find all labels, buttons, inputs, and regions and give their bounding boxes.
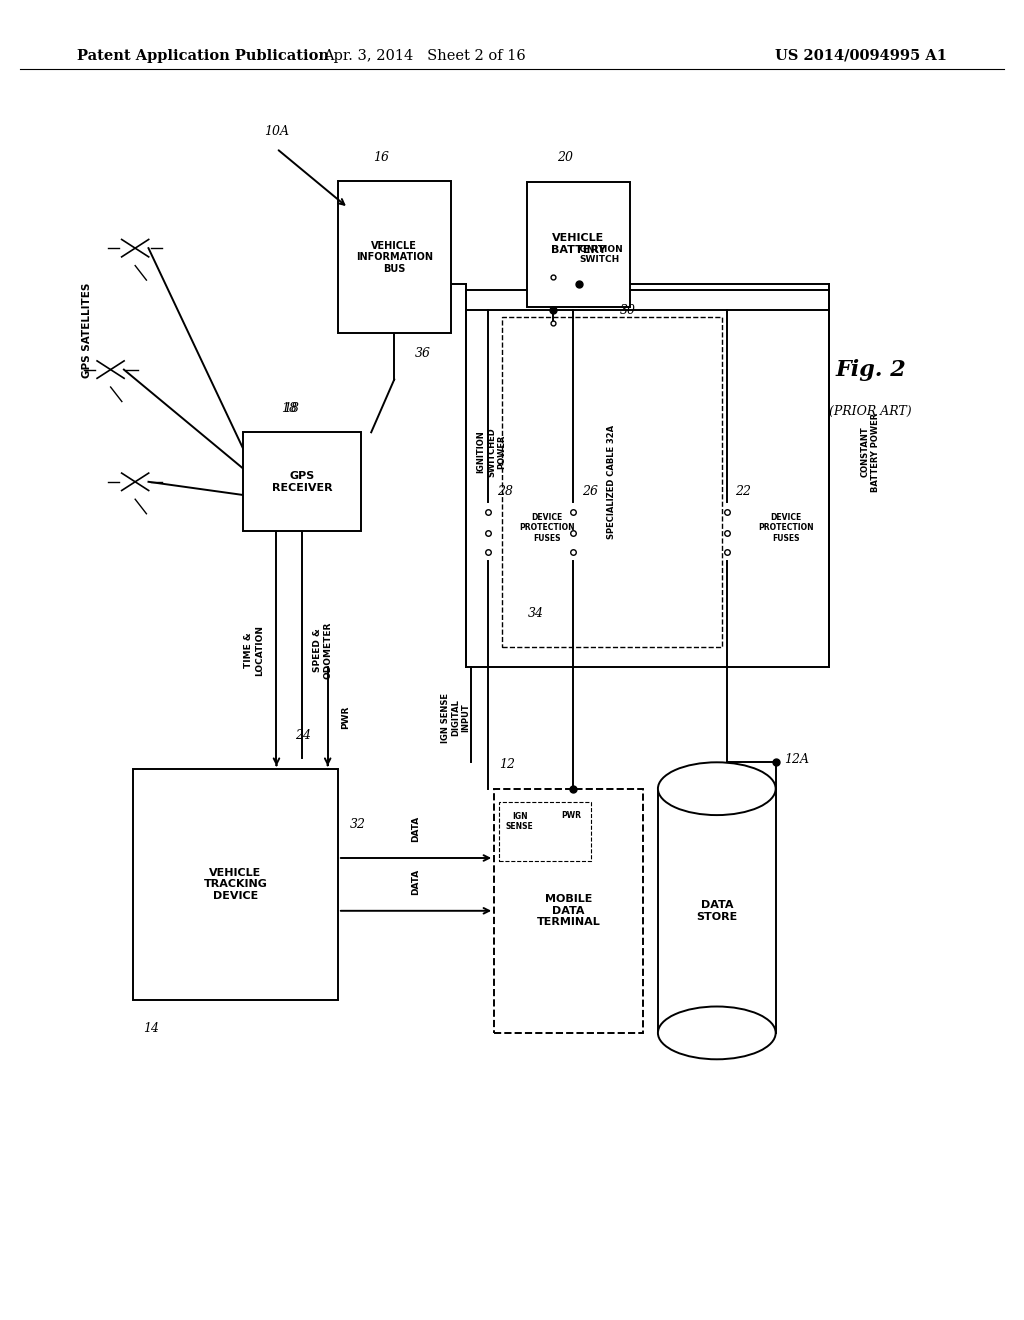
Text: IGNITION
SWITCH: IGNITION SWITCH: [575, 246, 623, 264]
Text: 36: 36: [415, 347, 431, 359]
Text: IGN SENSE
DIGITAL
INPUT: IGN SENSE DIGITAL INPUT: [440, 693, 471, 743]
Text: DATA: DATA: [412, 869, 421, 895]
Text: (PRIOR ART): (PRIOR ART): [829, 405, 911, 418]
Text: GPS
RECEIVER: GPS RECEIVER: [271, 471, 333, 492]
Text: 16: 16: [373, 152, 389, 164]
Bar: [133, 768, 338, 1001]
Text: MOBILE
DATA
TERMINAL: MOBILE DATA TERMINAL: [537, 894, 600, 928]
Text: DEVICE
PROTECTION
FUSES: DEVICE PROTECTION FUSES: [519, 513, 574, 543]
Text: VEHICLE
INFORMATION
BUS: VEHICLE INFORMATION BUS: [355, 240, 433, 275]
Text: 20: 20: [557, 152, 573, 164]
Text: 12: 12: [500, 759, 515, 771]
Text: DATA
STORE: DATA STORE: [696, 900, 737, 921]
Text: 28: 28: [497, 484, 513, 498]
Text: 14: 14: [143, 1023, 160, 1035]
Text: TIME &
LOCATION: TIME & LOCATION: [245, 624, 263, 676]
Text: 10A: 10A: [264, 125, 289, 137]
Bar: [527, 182, 630, 308]
Text: 12A: 12A: [784, 754, 809, 766]
Text: PWR: PWR: [561, 810, 581, 820]
Text: 18: 18: [283, 403, 299, 414]
Text: 34: 34: [527, 607, 544, 620]
Text: SPECIALIZED CABLE 32A: SPECIALIZED CABLE 32A: [607, 425, 616, 539]
Bar: [500, 803, 592, 862]
Text: 32: 32: [350, 818, 367, 832]
Text: GPS SATELLITES: GPS SATELLITES: [82, 282, 92, 378]
Bar: [495, 789, 643, 1032]
Bar: [338, 181, 451, 333]
Text: 18: 18: [281, 403, 297, 414]
Text: DATA: DATA: [412, 816, 421, 842]
Text: VEHICLE
BATTERY: VEHICLE BATTERY: [551, 234, 606, 255]
Text: VEHICLE
TRACKING
DEVICE: VEHICLE TRACKING DEVICE: [204, 867, 267, 902]
Text: DEVICE
PROTECTION
FUSES: DEVICE PROTECTION FUSES: [758, 513, 813, 543]
Ellipse shape: [657, 1006, 776, 1059]
Text: US 2014/0094995 A1: US 2014/0094995 A1: [775, 49, 947, 63]
Bar: [466, 290, 829, 667]
Text: CONSTANT
BATTERY POWER: CONSTANT BATTERY POWER: [861, 412, 880, 492]
Text: SPEED &
ODOMETER: SPEED & ODOMETER: [313, 622, 332, 678]
Text: IGNITION
SWITCHED
POWER: IGNITION SWITCHED POWER: [476, 428, 507, 477]
Text: 30: 30: [620, 304, 636, 317]
Bar: [244, 433, 360, 531]
Ellipse shape: [657, 763, 776, 814]
Text: 22: 22: [735, 484, 752, 498]
Text: IGN
SENSE: IGN SENSE: [506, 812, 534, 832]
Text: 26: 26: [582, 484, 598, 498]
Text: 24: 24: [295, 730, 311, 742]
Text: PWR: PWR: [342, 706, 350, 730]
Text: Fig. 2: Fig. 2: [835, 359, 906, 380]
Bar: [502, 317, 722, 647]
Bar: [657, 789, 776, 1032]
Text: Apr. 3, 2014   Sheet 2 of 16: Apr. 3, 2014 Sheet 2 of 16: [324, 49, 526, 63]
Text: Patent Application Publication: Patent Application Publication: [77, 49, 329, 63]
